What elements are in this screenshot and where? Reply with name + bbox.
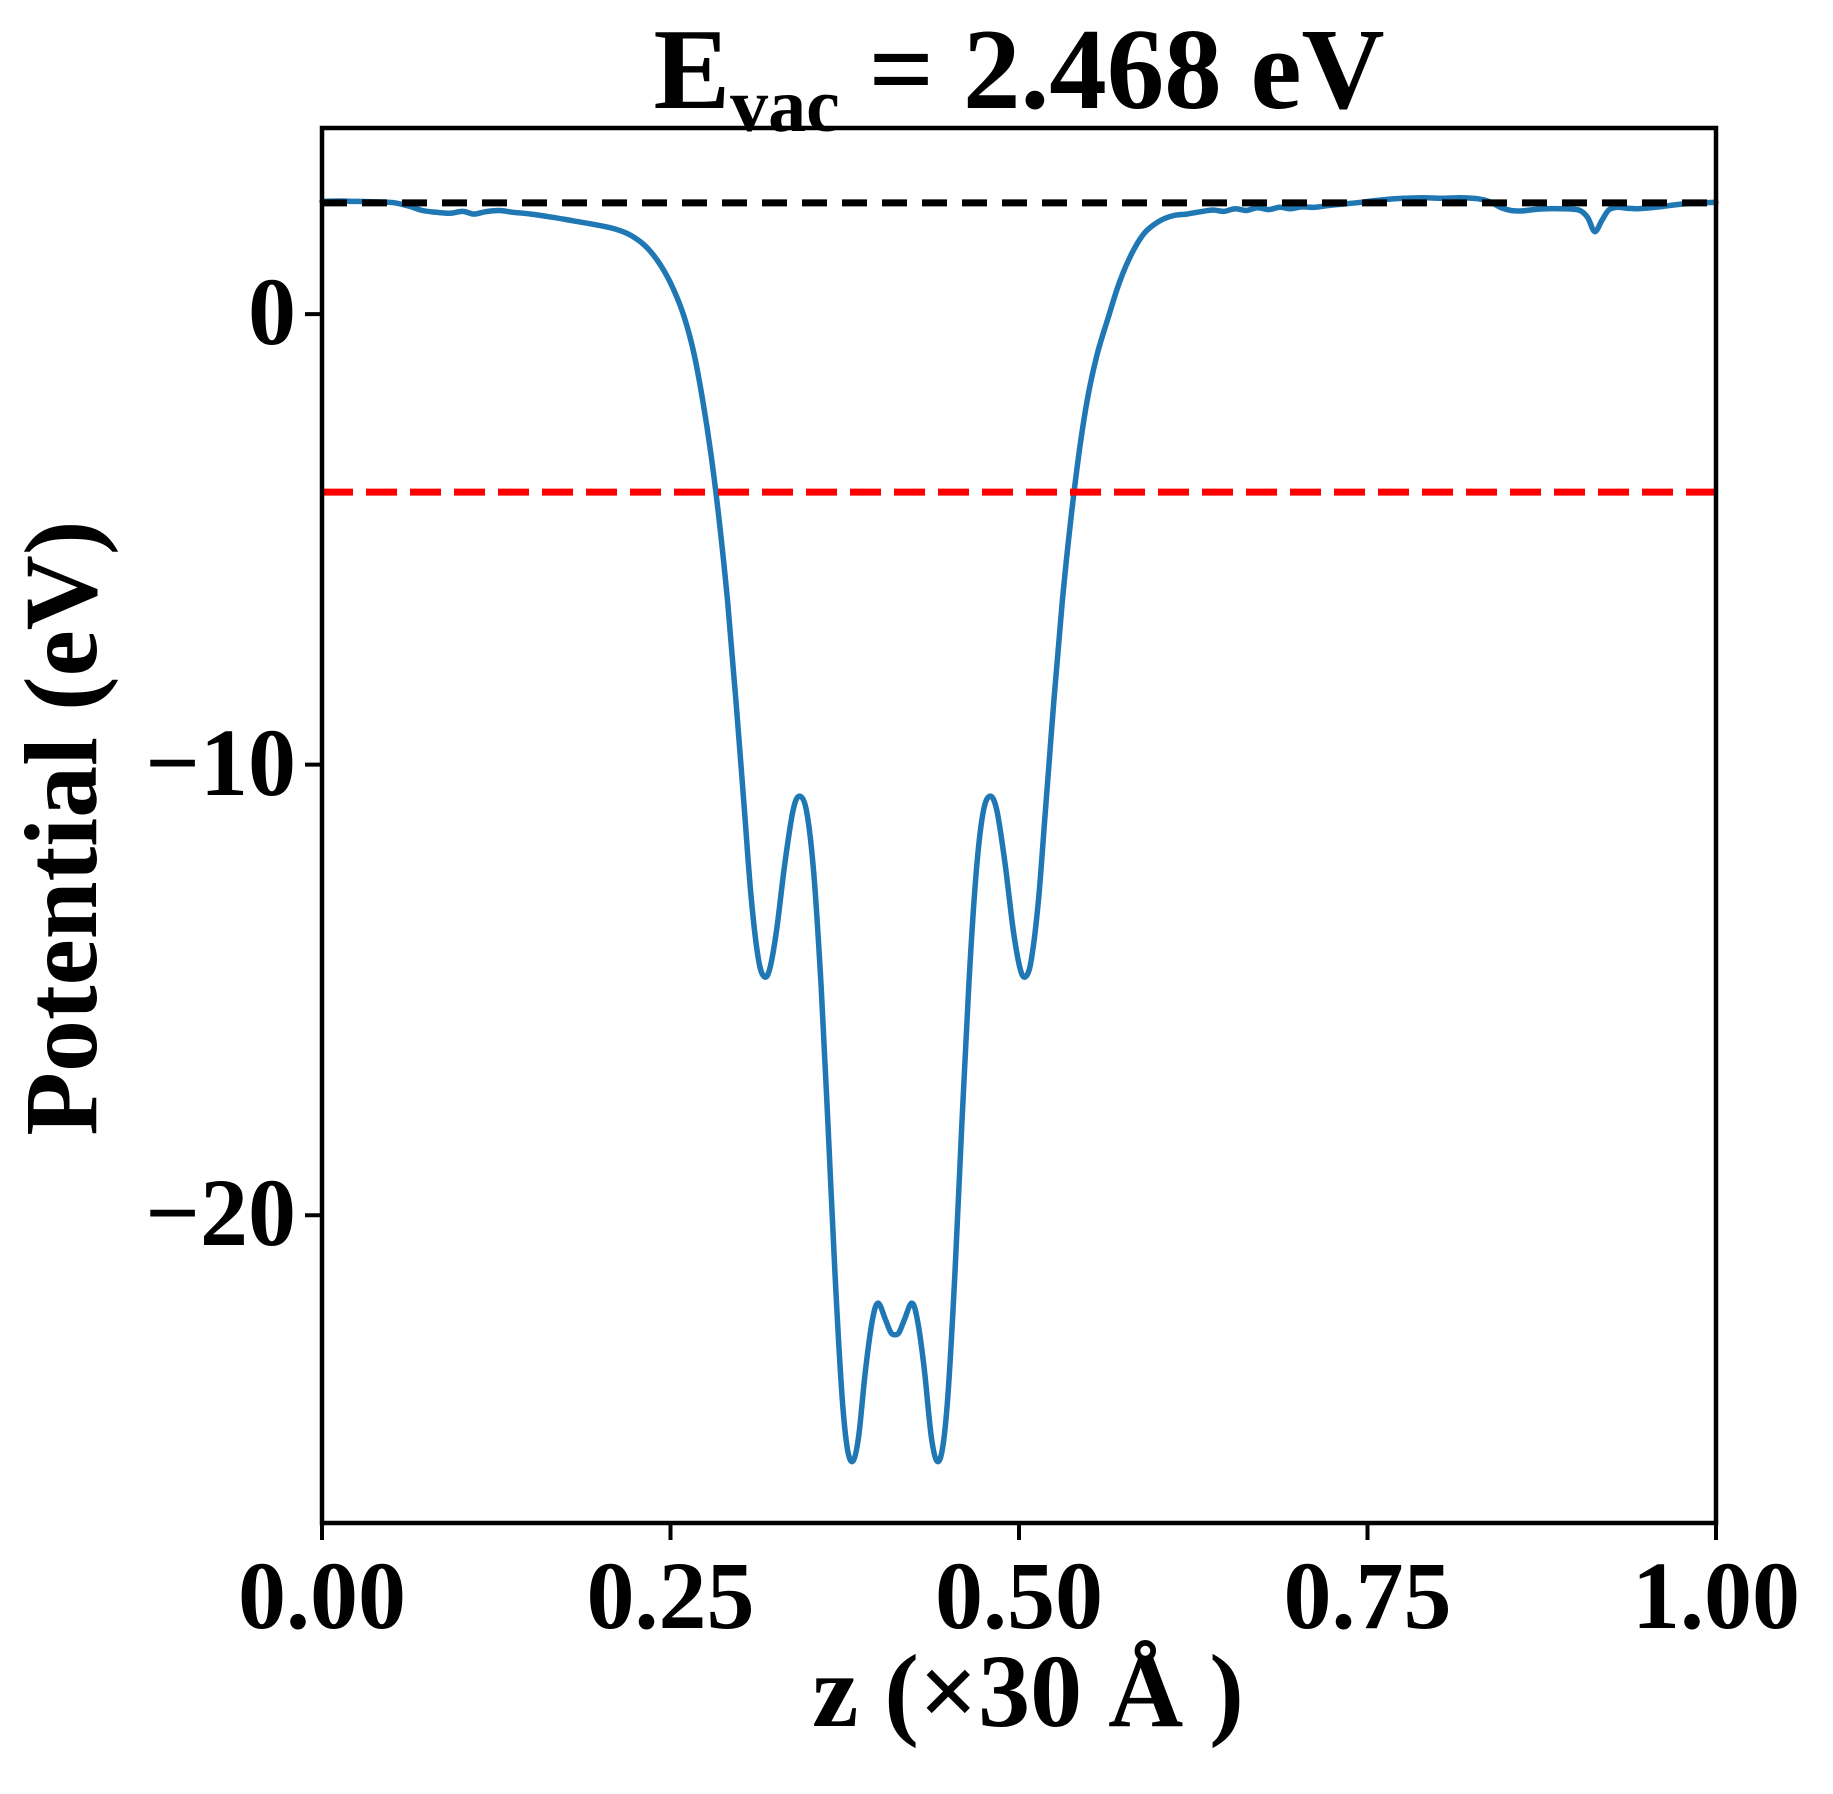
x-tick-label: 0.75	[1283, 1542, 1452, 1649]
title-subscript: vac	[730, 63, 840, 148]
y-axis-label: Potential (eV)	[4, 520, 119, 1136]
planar-averaged-potential	[319, 195, 1719, 1465]
y-tick-label: −20	[145, 1159, 296, 1267]
y-tick-label: −10	[145, 708, 296, 816]
title-value: = 2.468 eV	[839, 6, 1385, 133]
x-tick-label: 0.50	[935, 1542, 1103, 1649]
x-tick-label: 0.25	[586, 1542, 755, 1649]
x-axis-label: z (×30 Å )	[812, 1634, 1244, 1749]
axes-spines	[319, 125, 1719, 1526]
y-tick-label: 0	[248, 258, 296, 366]
x-tick-label: 0.00	[238, 1542, 406, 1649]
title-symbol: E	[653, 6, 731, 133]
chart-title: Evac = 2.468 eV	[653, 4, 1385, 148]
x-tick-label: 1.00	[1632, 1542, 1800, 1649]
